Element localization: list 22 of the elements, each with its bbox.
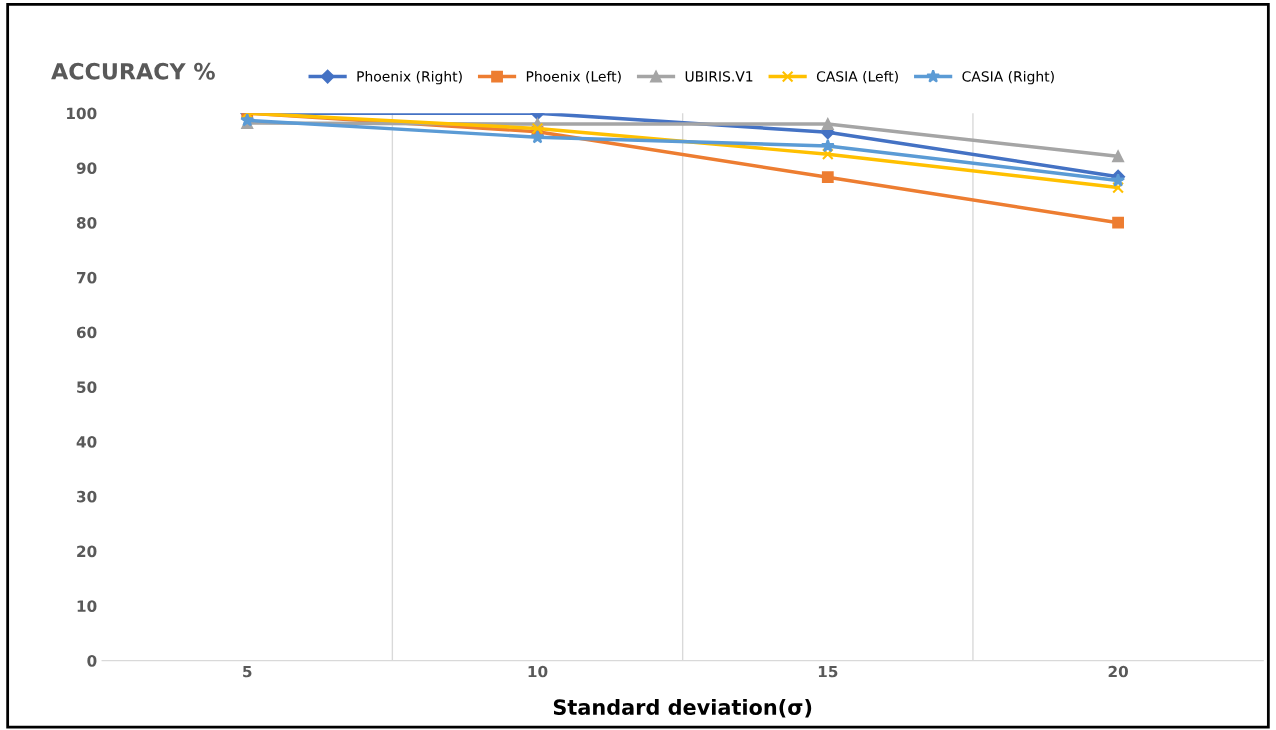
chart-title: ACCURACY % [51,62,215,80]
y-tick-label: 30 [76,490,97,503]
legend-label: Phoenix (Left) [526,70,621,84]
y-tick-label: 10 [77,600,97,612]
x-tick-label: 10 [528,665,548,678]
y-tick-label: 40 [76,436,97,448]
x-tick-label: 15 [818,665,838,678]
x-tick-label: 5 [243,665,252,678]
legend-label: CASIA (Left) [816,70,898,84]
legend-label: Phoenix (Right) [357,70,462,85]
y-tick-label: 70 [76,271,97,284]
y-tick-label: 80 [76,217,97,229]
legend-label: CASIA (Right) [962,70,1054,85]
y-tick-label: 0 [87,655,97,667]
y-tick-label: 20 [77,545,97,558]
y-tick-label: 60 [76,326,97,339]
x-axis-title: Standard deviation(σ) [553,698,812,718]
y-tick-label: 90 [76,162,97,174]
legend-label: UBIRIS.V1 [685,71,753,82]
y-tick-label: 50 [77,381,97,393]
x-tick-label: 20 [1108,665,1128,678]
y-tick-label: 100 [67,107,97,120]
